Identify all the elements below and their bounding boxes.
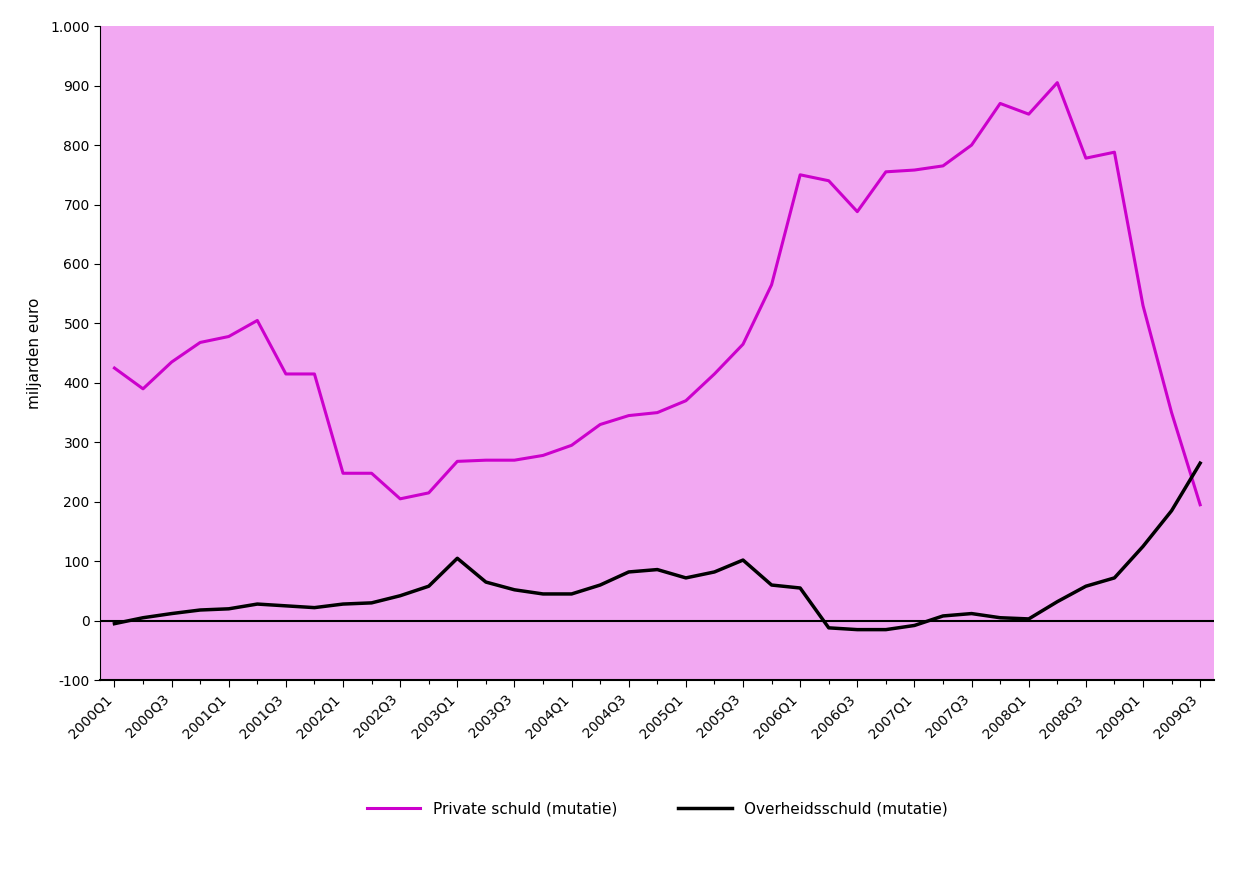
Private schuld (mutatie) (1107, 147, 1122, 158)
Overheidsschuld (mutatie) (250, 599, 265, 610)
Private schuld (mutatie) (906, 165, 921, 175)
Private schuld (mutatie) (592, 419, 607, 430)
Private schuld (mutatie) (364, 468, 379, 479)
Overheidsschuld (mutatie) (565, 589, 580, 599)
Private schuld (mutatie) (307, 369, 322, 379)
Private schuld (mutatie) (935, 160, 950, 171)
Overheidsschuld (mutatie) (764, 580, 779, 590)
Overheidsschuld (mutatie) (650, 564, 665, 575)
Overheidsschuld (mutatie) (421, 581, 436, 591)
Private schuld (mutatie) (964, 140, 979, 150)
Overheidsschuld (mutatie) (1107, 573, 1122, 583)
Private schuld (mutatie) (879, 167, 894, 177)
Overheidsschuld (mutatie) (1049, 596, 1064, 607)
Overheidsschuld (mutatie) (307, 603, 322, 613)
Overheidsschuld (mutatie) (935, 610, 950, 621)
Overheidsschuld (mutatie) (793, 582, 808, 593)
Private schuld (mutatie) (222, 331, 237, 342)
Private schuld (mutatie) (565, 440, 580, 451)
Private schuld (mutatie) (1193, 500, 1208, 510)
Overheidsschuld (mutatie) (821, 623, 836, 633)
Line: Overheidsschuld (mutatie): Overheidsschuld (mutatie) (114, 463, 1201, 630)
Private schuld (mutatie) (1049, 78, 1064, 88)
Overheidsschuld (mutatie) (993, 612, 1008, 623)
Private schuld (mutatie) (536, 450, 551, 460)
Private schuld (mutatie) (1164, 407, 1179, 418)
Overheidsschuld (mutatie) (222, 603, 237, 614)
Overheidsschuld (mutatie) (621, 567, 636, 577)
Private schuld (mutatie) (735, 339, 750, 350)
Overheidsschuld (mutatie) (1022, 614, 1037, 624)
Overheidsschuld (mutatie) (393, 590, 408, 601)
Private schuld (mutatie) (764, 280, 779, 290)
Y-axis label: miljarden euro: miljarden euro (26, 297, 41, 409)
Private schuld (mutatie) (993, 99, 1008, 109)
Overheidsschuld (mutatie) (735, 555, 750, 565)
Private schuld (mutatie) (164, 357, 179, 367)
Overheidsschuld (mutatie) (1164, 506, 1179, 516)
Private schuld (mutatie) (278, 369, 293, 379)
Private schuld (mutatie) (707, 369, 722, 379)
Overheidsschuld (mutatie) (536, 589, 551, 599)
Overheidsschuld (mutatie) (707, 567, 722, 577)
Private schuld (mutatie) (1136, 300, 1151, 310)
Private schuld (mutatie) (478, 455, 493, 466)
Private schuld (mutatie) (650, 407, 665, 418)
Overheidsschuld (mutatie) (1193, 458, 1208, 468)
Overheidsschuld (mutatie) (278, 601, 293, 611)
Overheidsschuld (mutatie) (850, 624, 865, 635)
Overheidsschuld (mutatie) (1136, 542, 1151, 552)
Overheidsschuld (mutatie) (478, 577, 493, 588)
Private schuld (mutatie) (1078, 153, 1093, 163)
Overheidsschuld (mutatie) (164, 609, 179, 619)
Overheidsschuld (mutatie) (507, 584, 522, 595)
Private schuld (mutatie) (393, 494, 408, 504)
Overheidsschuld (mutatie) (906, 620, 921, 630)
Private schuld (mutatie) (421, 487, 436, 498)
Overheidsschuld (mutatie) (106, 618, 121, 629)
Private schuld (mutatie) (250, 316, 265, 326)
Overheidsschuld (mutatie) (879, 624, 894, 635)
Private schuld (mutatie) (1022, 109, 1037, 119)
Overheidsschuld (mutatie) (193, 605, 208, 616)
Overheidsschuld (mutatie) (1078, 581, 1093, 591)
Private schuld (mutatie) (106, 363, 121, 373)
Private schuld (mutatie) (193, 337, 208, 348)
Private schuld (mutatie) (621, 411, 636, 421)
Private schuld (mutatie) (336, 468, 351, 479)
Private schuld (mutatie) (449, 456, 464, 467)
Overheidsschuld (mutatie) (449, 553, 464, 563)
Overheidsschuld (mutatie) (964, 609, 979, 619)
Overheidsschuld (mutatie) (592, 580, 607, 590)
Overheidsschuld (mutatie) (364, 597, 379, 608)
Line: Private schuld (mutatie): Private schuld (mutatie) (114, 83, 1201, 505)
Legend: Private schuld (mutatie), Overheidsschuld (mutatie): Private schuld (mutatie), Overheidsschul… (367, 801, 948, 816)
Overheidsschuld (mutatie) (135, 612, 150, 623)
Overheidsschuld (mutatie) (679, 573, 694, 583)
Private schuld (mutatie) (850, 207, 865, 217)
Private schuld (mutatie) (507, 455, 522, 466)
Private schuld (mutatie) (821, 175, 836, 186)
Overheidsschuld (mutatie) (336, 599, 351, 610)
Private schuld (mutatie) (679, 396, 694, 406)
Private schuld (mutatie) (135, 384, 150, 394)
Private schuld (mutatie) (793, 169, 808, 180)
